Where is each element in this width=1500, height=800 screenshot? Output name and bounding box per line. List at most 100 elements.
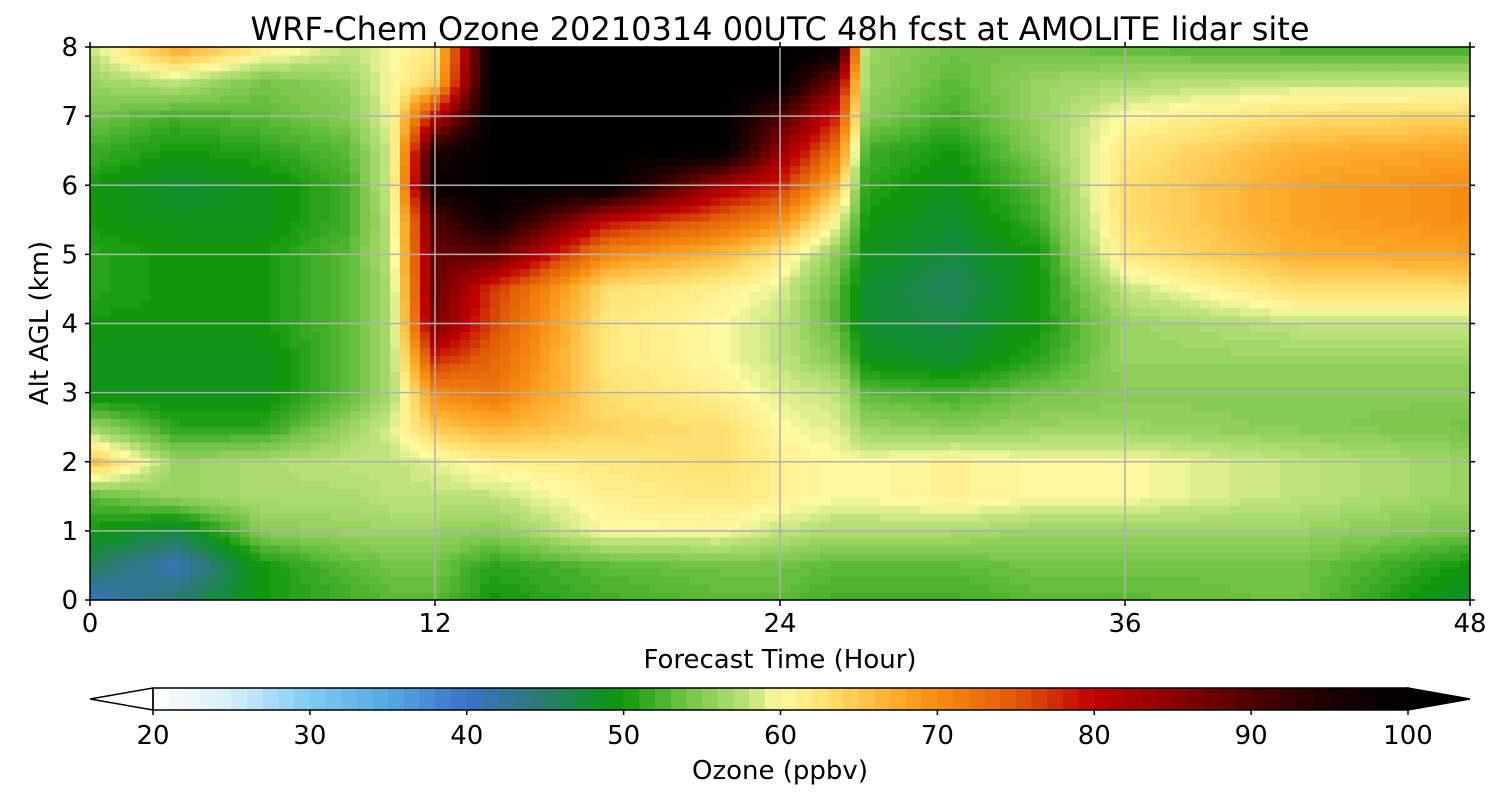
heatmap-cell [620,363,631,372]
heatmap-cell [140,568,151,577]
heatmap-cell [1130,410,1141,419]
heatmap-cell [340,505,351,514]
heatmap-cell [1410,544,1421,554]
heatmap-cell [1110,347,1121,356]
heatmap-cell [1130,363,1141,372]
heatmap-cell [880,339,891,348]
heatmap-cell [1360,386,1371,396]
heatmap-cell [650,442,661,451]
heatmap-cell [590,339,601,348]
heatmap-cell [1020,513,1031,522]
heatmap-cell [760,355,771,364]
heatmap-cell [1060,584,1071,593]
heatmap-cell [1180,442,1191,451]
heatmap-cell [300,568,311,577]
heatmap-cell [590,449,601,459]
heatmap-cell [770,418,781,427]
heatmap-cell [920,465,931,475]
heatmap-cell [860,544,871,554]
heatmap-cell [670,449,681,459]
heatmap-cell [1230,434,1241,443]
heatmap-cell [720,394,731,404]
heatmap-cell [1000,536,1011,546]
heatmap-cell [200,315,211,325]
heatmap-cell [260,347,271,356]
heatmap-cell [160,560,171,569]
heatmap-cell [1070,331,1081,340]
heatmap-cell [1140,592,1151,600]
heatmap-cell [1370,355,1381,364]
heatmap-cell [1020,505,1031,514]
heatmap-cell [150,497,161,506]
heatmap-cell [150,473,161,483]
heatmap-cell [760,434,771,443]
heatmap-cell [130,394,141,404]
heatmap-cell [1090,481,1101,490]
heatmap-cell [310,331,321,340]
heatmap-cell [100,370,111,380]
heatmap-cell [650,584,661,593]
heatmap-cell [1320,489,1331,498]
heatmap-cell [200,363,211,372]
heatmap-cell [170,347,181,356]
heatmap-cell [850,323,861,332]
heatmap-cell [1440,505,1451,514]
heatmap-cell [760,418,771,427]
heatmap-cell [320,315,331,325]
heatmap-cell [1130,513,1141,522]
heatmap-cell [1010,363,1021,372]
heatmap-cell [1210,592,1221,600]
heatmap-cell [1300,465,1311,475]
heatmap-cell [340,315,351,325]
heatmap-cell [860,339,871,348]
heatmap-cell [1070,347,1081,356]
heatmap-cell [620,544,631,554]
heatmap-cell [400,410,411,419]
heatmap-cell [960,528,971,538]
heatmap-cell [1050,528,1061,538]
heatmap-cell [1050,592,1061,600]
heatmap-cell [560,560,571,569]
heatmap-cell [1160,528,1171,538]
heatmap-cell [130,434,141,443]
heatmap-cell [260,481,271,490]
heatmap-cell [990,592,1001,600]
heatmap-cell [1270,576,1281,585]
heatmap-cell [120,339,131,348]
heatmap-cell [490,584,501,593]
heatmap-cell [1340,363,1351,372]
heatmap-cell [1090,489,1101,498]
heatmap-cell [940,315,951,325]
heatmap-cell [1230,355,1241,364]
heatmap-cell [380,355,391,364]
heatmap-cell [610,449,621,459]
heatmap-cell [300,560,311,569]
heatmap-cell [1450,323,1461,332]
heatmap-cell [1380,442,1391,451]
heatmap-cell [500,315,511,325]
heatmap-cell [410,544,421,554]
heatmap-cell [440,521,451,530]
heatmap-cell [690,449,701,459]
heatmap-cell [1330,576,1341,585]
heatmap-cell [160,386,171,396]
heatmap-cell [490,434,501,443]
heatmap-cell [1140,552,1151,562]
heatmap-cell [700,592,711,600]
heatmap-cell [540,592,551,600]
heatmap-cell [870,323,881,332]
heatmap-cell [640,323,651,332]
heatmap-cell [1050,544,1061,554]
heatmap-cell [1010,584,1021,593]
heatmap-cell [770,544,781,554]
heatmap-cell [370,339,381,348]
heatmap-cell [370,363,381,372]
heatmap-cell [520,513,531,522]
heatmap-cell [730,481,741,490]
heatmap-cell [1410,370,1421,380]
heatmap-cell [570,418,581,427]
heatmap-cell [830,473,841,483]
heatmap-cell [1130,536,1141,546]
heatmap-cell [1380,576,1391,585]
heatmap-cell [410,363,421,372]
